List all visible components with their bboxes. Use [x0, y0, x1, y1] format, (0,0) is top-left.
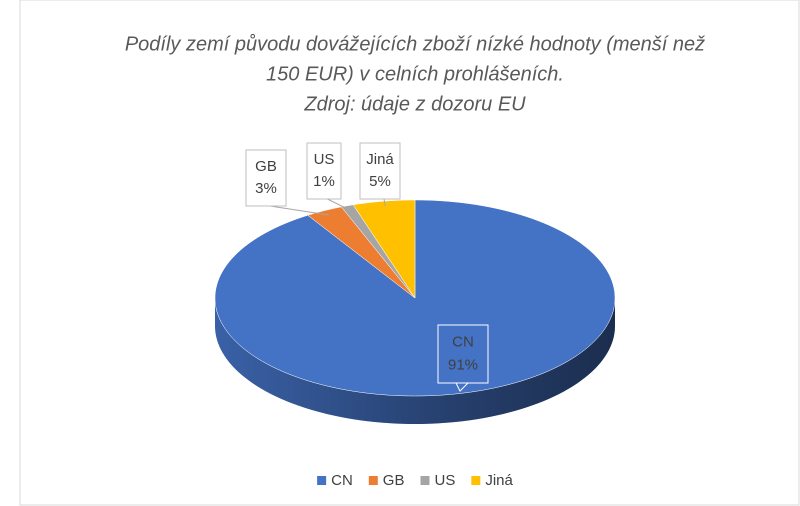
data-label-value: 91% — [448, 357, 478, 374]
data-label-value: 5% — [369, 173, 391, 190]
slice — [352, 199, 416, 299]
data-label-name: CN — [452, 333, 474, 350]
legend-swatch — [317, 476, 327, 485]
data-label-name: US — [314, 151, 335, 168]
data-label-name: GB — [255, 158, 277, 175]
leader-line — [269, 205, 329, 216]
leader-line — [383, 198, 386, 207]
leader-line — [327, 198, 351, 211]
legend-swatch — [368, 476, 378, 485]
legend-label: US — [434, 472, 455, 489]
data-label-value: 3% — [255, 180, 277, 197]
chart-title: Podíly zemí původu dovážejících zboží ní… — [125, 33, 705, 55]
legend-swatch — [471, 476, 481, 485]
data-label-box — [359, 142, 401, 200]
chart-subtitle: Zdroj: údaje z dozoru EU — [303, 93, 526, 115]
chart-title: 150 EUR) v celních prohlášeních. — [266, 63, 564, 85]
data-label-name: Jiná — [366, 151, 394, 168]
slice-side-shade — [215, 298, 615, 424]
legend-label: Jiná — [485, 472, 513, 489]
data-label-box — [437, 324, 489, 384]
legend: CN GB US Jiná — [317, 472, 514, 489]
data-label-box — [306, 142, 342, 200]
legend-label: GB — [383, 472, 405, 489]
data-label-value: 1% — [313, 173, 335, 190]
legend-label: CN — [331, 472, 353, 489]
legend-swatch — [420, 476, 430, 485]
data-label-pointer — [455, 382, 470, 392]
data-label-box — [245, 149, 287, 207]
slice — [307, 206, 416, 299]
